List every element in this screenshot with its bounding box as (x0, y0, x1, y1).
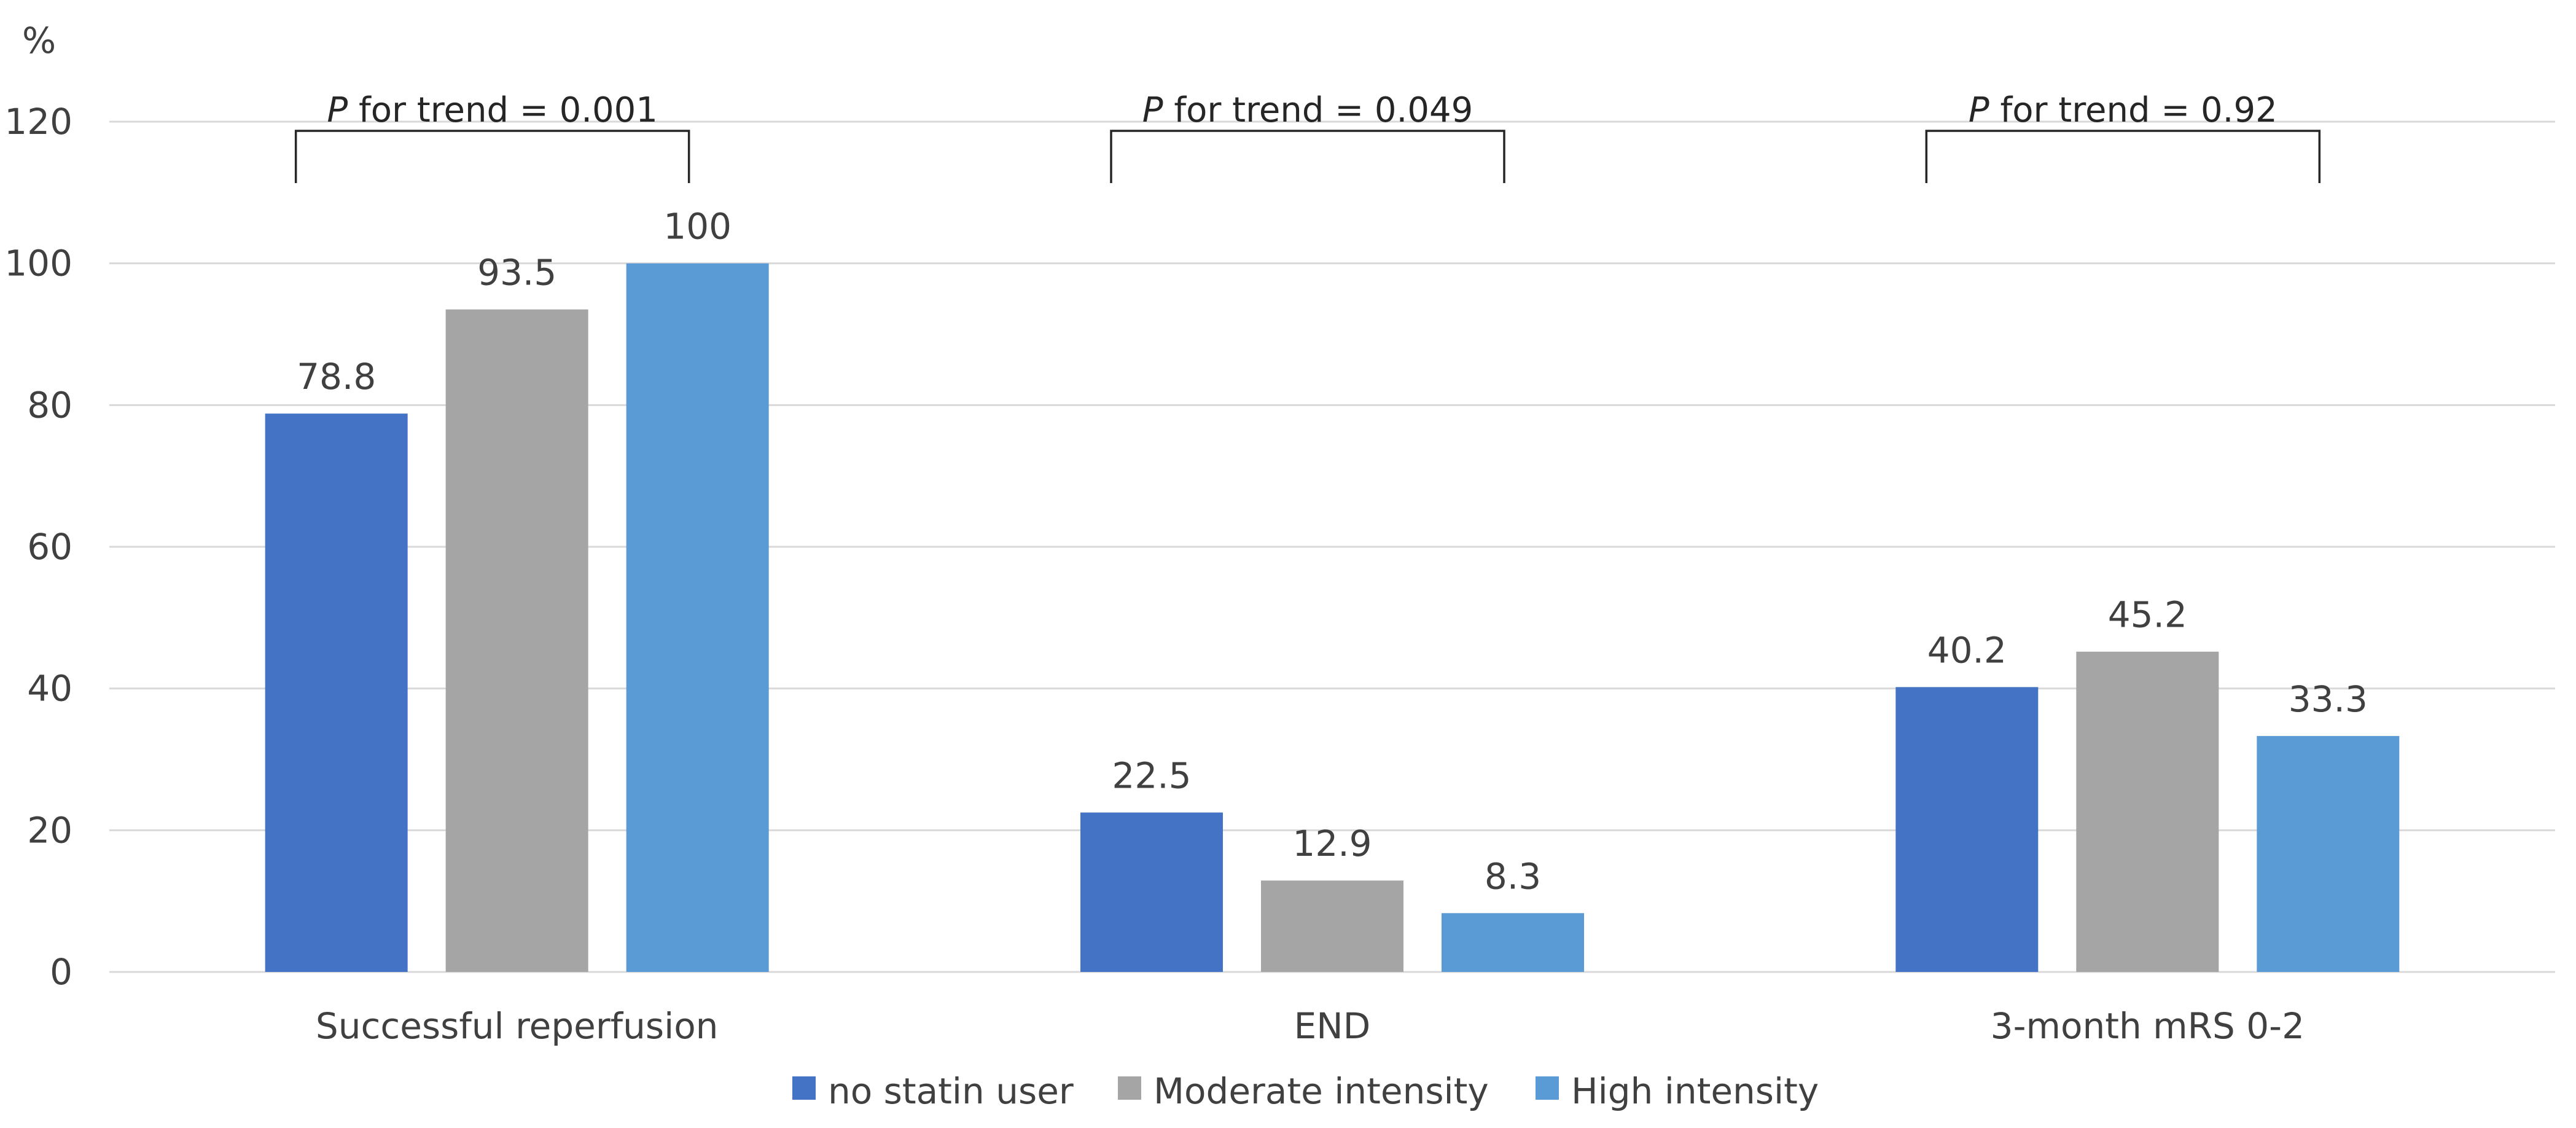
bar-2-1 (445, 309, 588, 973)
bar-1-2 (1080, 812, 1223, 972)
bar-2-2 (1261, 880, 1403, 972)
legend-swatch (792, 1076, 816, 1100)
legend-label: Moderate intensity (1153, 1070, 1489, 1112)
trend-text: for trend = 0.001 (348, 90, 658, 130)
x-axis: Successful reperfusion END 3-month mRS 0-2 (316, 1005, 2305, 1047)
data-label: 22.5 (1112, 755, 1191, 797)
trend-text: for trend = 0.92 (1989, 90, 2277, 130)
y-tick-label: 80 (27, 384, 72, 426)
y-tick-label: 100 (4, 243, 72, 284)
data-label: 45.2 (2108, 594, 2187, 636)
trend-p-symbol: P (327, 90, 348, 130)
trend-text: for trend = 0.049 (1163, 90, 1473, 130)
trend-bracket (1110, 130, 1505, 183)
legend-swatch (1536, 1076, 1559, 1100)
bars (265, 263, 2400, 973)
legend-label: no statin user (828, 1070, 1074, 1112)
bar-2-3 (2076, 651, 2219, 972)
y-tick-label: 0 (50, 951, 72, 993)
data-label: 100 (663, 206, 732, 248)
data-labels: 78.8 93.5 100 22.5 12.9 8.3 40.2 45.2 33.3 (297, 206, 2368, 898)
bar-1-3 (1895, 687, 2039, 972)
data-label: 33.3 (2289, 678, 2368, 720)
data-label: 93.5 (477, 252, 556, 294)
bar-3-2 (1442, 913, 1584, 972)
x-category-label: Successful reperfusion (316, 1005, 719, 1047)
legend: no statin user Moderate intensity High int… (792, 1070, 1819, 1112)
trend-bracket (294, 130, 690, 183)
x-category-label: 3-month mRS 0-2 (1991, 1005, 2305, 1047)
y-tick-label: 20 (27, 809, 72, 851)
y-axis-unit-label: % (22, 20, 56, 61)
data-label: 8.3 (1485, 855, 1541, 897)
data-label: 78.8 (297, 356, 376, 398)
trend-p-symbol: P (1969, 90, 1989, 130)
trend-label: P for trend = 0.049 (1142, 90, 1473, 130)
legend-swatch (1118, 1076, 1141, 1100)
data-label: 40.2 (1927, 629, 2007, 671)
y-tick-label: 40 (27, 668, 72, 710)
trend-bracket (1925, 130, 2321, 183)
bar-3-1 (626, 263, 769, 973)
x-category-label: END (1294, 1005, 1371, 1047)
bar-1-1 (265, 413, 408, 972)
y-tick-label: 60 (27, 526, 72, 568)
trend-annotations: P for trend = 0.001 P for trend = 0.049 P … (294, 90, 2321, 183)
trend-label: P for trend = 0.001 (327, 90, 657, 130)
y-tick-label: 120 (4, 101, 72, 143)
data-label: 12.9 (1292, 823, 1372, 864)
bar-3-3 (2257, 735, 2400, 972)
trend-label: P for trend = 0.92 (1969, 90, 2277, 130)
legend-label: High intensity (1571, 1070, 1819, 1112)
y-axis: 0 20 40 60 80 100 120% (4, 20, 72, 993)
trend-p-symbol: P (1142, 90, 1163, 130)
